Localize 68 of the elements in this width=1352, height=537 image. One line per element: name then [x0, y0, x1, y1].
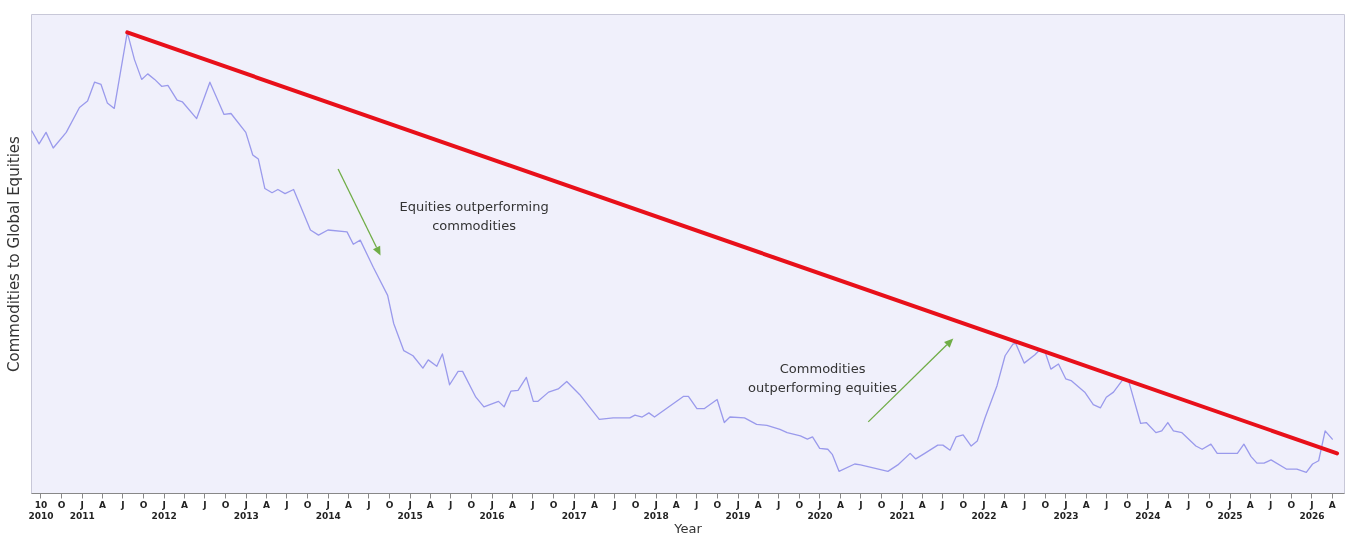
x-tick-label: A — [263, 499, 271, 510]
x-tick-label: J 2016 — [479, 499, 505, 521]
x-tick-label: J 2022 — [971, 499, 997, 521]
x-tick-label: O — [139, 499, 148, 510]
x-tick-label: J — [202, 499, 207, 510]
x-tick-label: A — [1082, 499, 1090, 510]
x-tick-label: J 2018 — [643, 499, 669, 521]
x-tick-label: A — [1246, 499, 1254, 510]
x-tick-label: O — [631, 499, 640, 510]
x-tick-label: J — [612, 499, 617, 510]
y-axis-title: Commodities to Global Equities — [4, 135, 23, 372]
x-tick-label: J 2013 — [233, 499, 259, 521]
x-tick-label: O — [713, 499, 722, 510]
x-tick-label: O — [1287, 499, 1296, 510]
annotation: Equities outperforming commodities — [399, 199, 549, 234]
x-tick-label: 10 2010 — [28, 499, 54, 521]
x-tick-label: A — [754, 499, 762, 510]
x-tick-label: J — [1103, 499, 1109, 510]
x-tick-label: J 2024 — [1135, 499, 1161, 521]
x-tick-label: J 2025 — [1217, 499, 1243, 521]
x-tick-label: J 2017 — [561, 499, 587, 521]
x-tick-label: O — [1123, 499, 1132, 510]
x-tick-label: J — [120, 499, 125, 510]
x-tick-label: J 2012 — [151, 499, 177, 521]
x-tick-label: A — [181, 499, 189, 510]
x-tick-label: J — [694, 499, 699, 510]
x-tick-label: J 2011 — [69, 499, 95, 521]
x-tick-label: O — [1041, 499, 1050, 510]
x-tick-label: O — [877, 499, 886, 510]
x-tick-label: J 2019 — [725, 499, 751, 521]
x-tick-label: O — [795, 499, 804, 510]
x-tick-label: A — [344, 499, 352, 510]
x-tick-label: J — [284, 499, 289, 510]
x-tick-label: A — [1164, 499, 1172, 510]
x-tick-label: J 2020 — [807, 499, 833, 521]
x-tick-label: A — [1000, 499, 1008, 510]
x-tick-label: A — [1328, 499, 1336, 510]
x-tick-label: J 2021 — [889, 499, 915, 521]
x-tick-label: J — [776, 499, 781, 510]
x-tick-label: A — [836, 499, 844, 510]
x-tick-label: O — [303, 499, 312, 510]
x-tick-label: J — [448, 499, 453, 510]
x-tick-label: O — [467, 499, 476, 510]
x-tick-label: J 2026 — [1299, 499, 1325, 521]
x-tick-label: J — [366, 499, 371, 510]
x-tick-label: J — [940, 499, 945, 510]
x-tick-label: A — [590, 499, 598, 510]
x-tick-label: J 2014 — [315, 499, 341, 521]
x-tick-label: A — [672, 499, 680, 510]
x-tick-label: O — [959, 499, 968, 510]
annotation: Commodities outperforming equities — [748, 360, 898, 395]
x-tick-label: J 2015 — [397, 499, 423, 521]
x-tick-label: O — [549, 499, 558, 510]
x-tick-label: J — [1267, 499, 1273, 510]
x-tick-label: J — [530, 499, 535, 510]
x-tick-label: A — [426, 499, 434, 510]
x-tick-label: J — [1021, 499, 1027, 510]
x-tick-label: A — [509, 499, 516, 510]
x-tick-label: J — [858, 499, 863, 510]
x-tick-label: O — [221, 499, 230, 510]
x-tick-label: J 2023 — [1053, 499, 1079, 521]
x-tick-label: O — [1205, 499, 1214, 510]
x-tick-label: A — [918, 499, 926, 510]
x-axis-title: Year — [673, 520, 703, 536]
x-tick-label: O — [57, 499, 66, 510]
x-tick-label: O — [385, 499, 394, 510]
x-tick-label: A — [98, 499, 106, 510]
x-tick-label: J — [1186, 499, 1191, 510]
